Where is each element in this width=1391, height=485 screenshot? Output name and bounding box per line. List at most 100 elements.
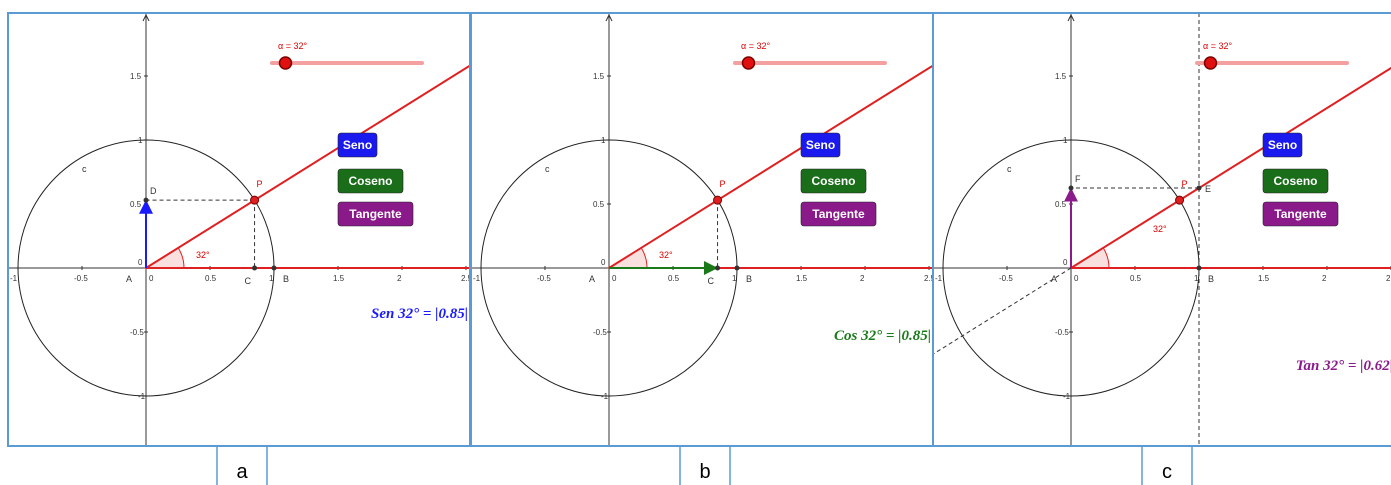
x-tick-label: 0.5 [205,274,217,283]
x-tick-label: 2 [860,274,865,283]
y-tick-label: -0.5 [593,328,607,337]
button-seno[interactable]: Seno [1262,132,1303,158]
y-tick-label: -1 [601,392,609,401]
point-label-B: B [1208,274,1214,284]
origin-label: 0 [612,274,617,283]
button-label: Seno [806,138,835,152]
x-tick-label: 2 [397,274,402,283]
point-label-P: P [1182,179,1188,189]
y-tick-label: 0.5 [130,200,142,209]
button-label: Seno [1268,138,1297,152]
formula-text: Tan 32° = |0.62| [1296,358,1391,374]
alpha-slider-label: α = 32° [278,41,307,51]
button-label: Tangente [349,207,402,221]
button-label: Coseno [811,174,855,188]
panel-border [932,12,1391,447]
point-P[interactable] [713,195,723,205]
y-axis-arrow-icon [142,13,150,22]
panel-caption: b [699,461,710,483]
button-label: Seno [343,138,372,152]
button-tangente[interactable]: Tangente [800,201,877,227]
button-coseno[interactable]: Coseno [1262,168,1329,194]
point-label-A: A [589,274,595,284]
ray-extension [933,267,1072,355]
button-coseno[interactable]: Coseno [800,168,867,194]
point-F [1068,185,1074,191]
alpha-slider-handle[interactable] [741,56,756,70]
point-label-B: B [746,274,752,284]
angle-arc [607,247,648,269]
y-tick-label: 0 [601,258,606,267]
button-label: Coseno [348,174,392,188]
y-tick-label: -1 [138,392,146,401]
button-tangente[interactable]: Tangente [337,201,414,227]
x-tick-label: 2.5 [461,274,473,283]
y-tick-label: 0 [138,258,143,267]
x-tick-label: -0.5 [537,274,551,283]
x-tick-label: 0.5 [1130,274,1142,283]
point-E [1196,185,1202,191]
x-tick-label: 1.5 [1258,274,1270,283]
point-P[interactable] [250,195,260,205]
terminal-ray [608,64,933,269]
x-tick-label: 1 [269,274,274,283]
point-C [252,265,258,271]
button-seno[interactable]: Seno [800,132,841,158]
terminal-ray [145,64,470,269]
alpha-slider-handle[interactable] [1203,56,1218,70]
alpha-slider-handle[interactable] [278,56,293,70]
button-coseno[interactable]: Coseno [337,168,404,194]
point-C [715,265,721,271]
point-B [734,265,740,271]
y-tick-label: -0.5 [130,328,144,337]
button-seno[interactable]: Seno [337,132,378,158]
plot-area: -1-0.50.511.522.51.510.50-0.5-10cAB32°FE… [933,13,1391,446]
angle-label: 32° [1153,224,1167,234]
panel-caption: c [1162,461,1172,483]
x-tick-label: 2 [1322,274,1327,283]
circle-label-c: c [1007,164,1012,174]
point-label-A: A [1051,274,1057,284]
point-label-E: E [1205,184,1211,194]
x-tick-label: -0.5 [74,274,88,283]
origin-label: 0 [149,274,154,283]
alpha-slider-label: α = 32° [741,41,770,51]
point-B [271,265,277,271]
x-tick-label: -0.5 [999,274,1013,283]
x-tick-label: -1 [935,274,943,283]
y-tick-label: 0.5 [593,200,605,209]
formula-text: Sen 32° = |0.85| [371,306,468,322]
x-tick-label: 1.5 [333,274,345,283]
y-tick-label: 0 [1063,258,1068,267]
y-tick-label: -1 [1063,392,1071,401]
point-P[interactable] [1175,195,1185,205]
x-tick-label: 0.5 [668,274,680,283]
y-axis-arrow-icon [1067,13,1075,22]
point-label-D: D [150,186,157,196]
point-label-P: P [257,179,263,189]
x-tick-label: 1.5 [796,274,808,283]
origin-label: 0 [1074,274,1079,283]
y-tick-label: 1.5 [1055,72,1067,81]
button-label: Tangente [1274,207,1327,221]
point-label-C: C [708,276,715,286]
x-tick-label: 1 [732,274,737,283]
y-tick-label: 1.5 [130,72,142,81]
button-label: Tangente [812,207,865,221]
y-tick-label: 1.5 [593,72,605,81]
panel-border [470,12,934,447]
point-label-F: F [1075,174,1081,184]
y-tick-label: -0.5 [1055,328,1069,337]
button-label: Coseno [1273,174,1317,188]
angle-arc [1069,247,1110,269]
point-D [143,197,149,203]
y-tick-label: 0.5 [1055,200,1067,209]
alpha-slider-label: α = 32° [1203,41,1232,51]
button-tangente[interactable]: Tangente [1262,201,1339,227]
panel-caption: a [236,461,248,483]
